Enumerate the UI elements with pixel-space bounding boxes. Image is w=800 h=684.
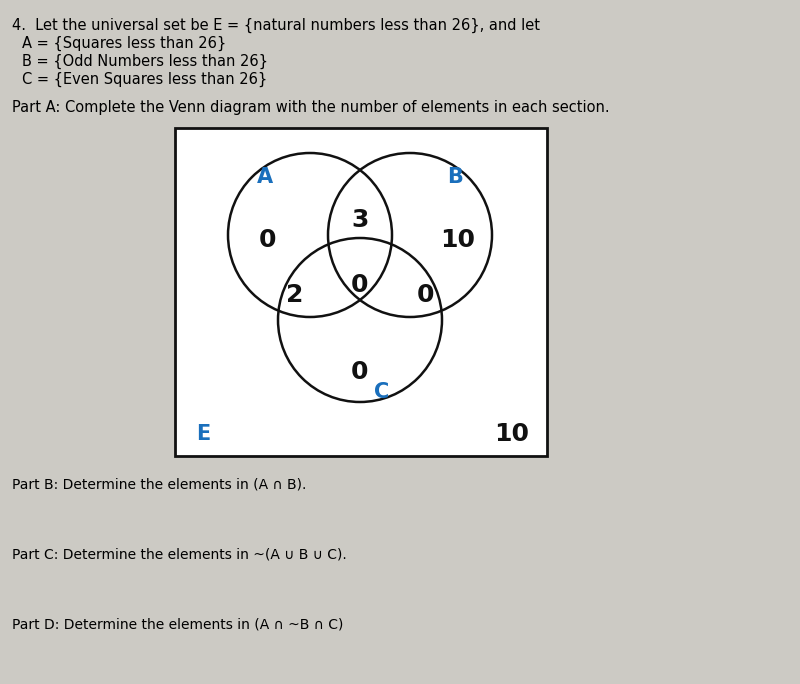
Text: 3: 3 [351, 208, 369, 232]
Text: 0: 0 [351, 273, 369, 297]
Text: Part B: Determine the elements in (A ∩ B).: Part B: Determine the elements in (A ∩ B… [12, 478, 306, 492]
Text: 10: 10 [494, 422, 530, 446]
Text: Part A: Complete the Venn diagram with the number of elements in each section.: Part A: Complete the Venn diagram with t… [12, 100, 610, 115]
Text: A: A [257, 167, 273, 187]
Text: C = {Even Squares less than 26}: C = {Even Squares less than 26} [22, 72, 267, 87]
Text: Part C: Determine the elements in ~(A ∪ B ∪ C).: Part C: Determine the elements in ~(A ∪ … [12, 548, 346, 562]
Text: E: E [196, 424, 210, 444]
Text: 0: 0 [259, 228, 277, 252]
Text: 2: 2 [286, 283, 304, 307]
Text: 4.  Let the universal set be E = {natural numbers less than 26}, and let: 4. Let the universal set be E = {natural… [12, 18, 540, 34]
Text: 0: 0 [351, 360, 369, 384]
Text: C: C [374, 382, 390, 402]
Text: A = {Squares less than 26}: A = {Squares less than 26} [22, 36, 226, 51]
Text: 0: 0 [416, 283, 434, 307]
Bar [175, 128, 547, 456]
Text: B = {Odd Numbers less than 26}: B = {Odd Numbers less than 26} [22, 54, 268, 69]
Text: 10: 10 [441, 228, 475, 252]
Text: B: B [447, 167, 463, 187]
Text: Part D: Determine the elements in (A ∩ ~B ∩ C): Part D: Determine the elements in (A ∩ ~… [12, 618, 343, 632]
